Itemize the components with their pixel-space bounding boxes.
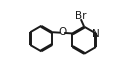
- Text: Br: Br: [75, 11, 86, 21]
- Text: N: N: [92, 29, 100, 39]
- Text: O: O: [58, 27, 67, 37]
